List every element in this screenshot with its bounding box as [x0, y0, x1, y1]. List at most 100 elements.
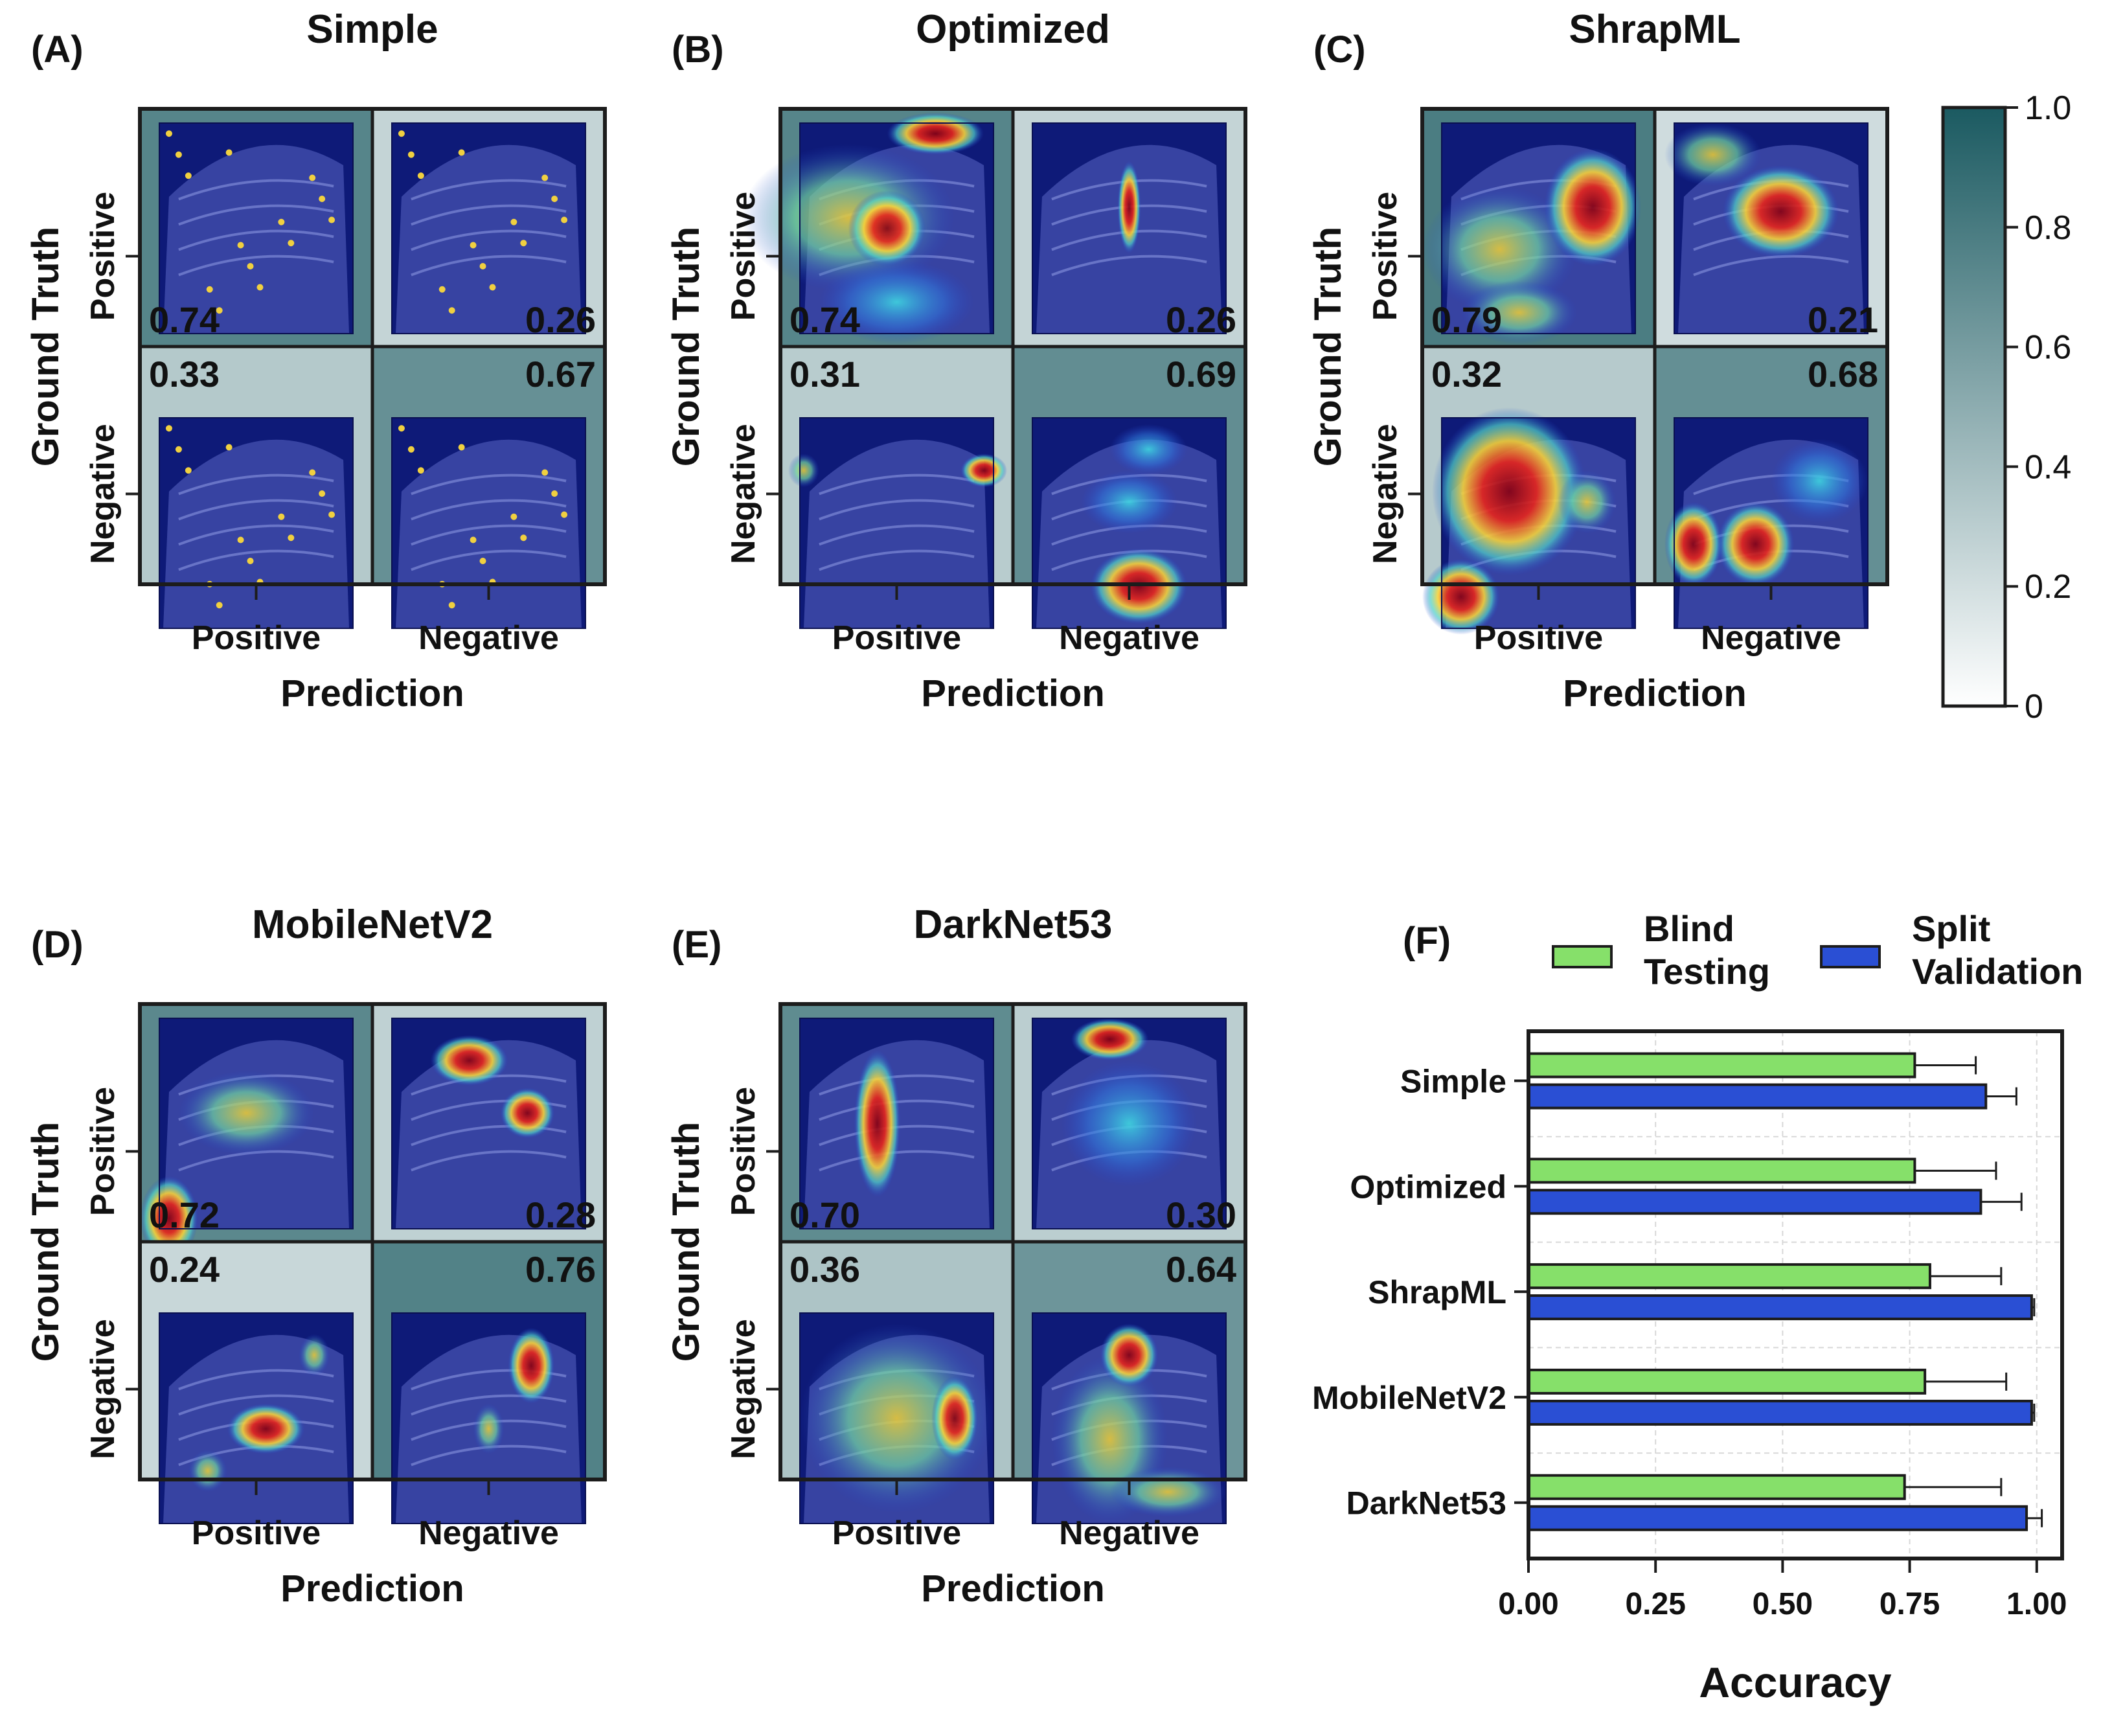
- tissue-line: [819, 549, 975, 571]
- y-axis-label: Ground Truth: [665, 1122, 707, 1362]
- activation-blob: [1109, 1467, 1227, 1518]
- activation-blob: [931, 1376, 979, 1461]
- activation-blob: [508, 1327, 555, 1404]
- tissue-line: [411, 474, 567, 496]
- activation-dot: [256, 284, 264, 291]
- activation-blob: [960, 453, 1007, 488]
- legend-label: Testing: [1644, 951, 1770, 992]
- x-axis-label: Prediction: [921, 672, 1105, 714]
- activation-dot: [309, 174, 316, 181]
- x-tick-label: Positive: [192, 1514, 321, 1552]
- activation-blob: [800, 1323, 994, 1513]
- x-tick-label: Negative: [418, 619, 559, 657]
- activation-blob: [788, 453, 819, 488]
- cell-value-label: 0.67: [525, 354, 596, 394]
- activation-blob: [1100, 1323, 1159, 1387]
- cell-value-label: 0.74: [149, 299, 220, 340]
- activation-dot: [165, 425, 172, 432]
- image-border: [1032, 1312, 1227, 1524]
- bar-blind-testing: [1527, 1263, 1931, 1290]
- image-border: [799, 417, 994, 629]
- activation-blob: [1460, 280, 1578, 345]
- panel-C-confusion-matrix: (C) ShrapML 0.79 0.21 0.32 0.68 Positive Negati…: [1307, 7, 1889, 714]
- activation-dot: [288, 240, 295, 247]
- x-tick-label: 1.00: [2006, 1587, 2067, 1621]
- image-border: [799, 1018, 994, 1229]
- activation-dot: [470, 536, 477, 543]
- activation-dot: [206, 286, 213, 293]
- y-tick-label: Positive: [725, 192, 762, 321]
- activation-dot: [185, 467, 192, 474]
- panel-E-confusion-matrix: (E) DarkNet53 0.70 0.30 0.36 0.64 Positive Nega…: [665, 902, 1247, 1610]
- x-tick-label: Negative: [1059, 1514, 1199, 1552]
- x-tick-label: 0.00: [1498, 1587, 1558, 1621]
- activation-blob: [140, 1176, 198, 1261]
- panel-title: DarkNet53: [914, 902, 1113, 947]
- activation-dot: [278, 218, 285, 225]
- panel-letter: (E): [672, 924, 721, 966]
- x-tick-label: Negative: [1059, 619, 1199, 657]
- tissue-line: [411, 229, 567, 251]
- colorbar-tick-label: 1.0: [2025, 89, 2071, 127]
- cell-value-label: 0.26: [525, 299, 596, 340]
- x-axis-label: Prediction: [921, 1568, 1105, 1610]
- tissue-line: [178, 524, 334, 546]
- activation-blob: [1422, 186, 1578, 313]
- ultrasound-heatmap-image: [159, 417, 354, 629]
- activation-dot: [551, 196, 558, 202]
- image-border: [159, 1018, 354, 1229]
- activation-dot: [470, 242, 477, 249]
- panel-B-confusion-matrix: (B) Optimized 0.74 0.26 0.31 0.69 Positive Nega…: [665, 7, 1247, 714]
- activation-blob: [1117, 161, 1141, 254]
- activation-dot: [328, 511, 335, 518]
- activation-dot: [510, 218, 517, 225]
- y-tick-label: Simple: [1400, 1064, 1506, 1100]
- activation-blob: [1071, 1018, 1149, 1060]
- cell-value-label: 0.28: [525, 1194, 596, 1235]
- panel-title: Optimized: [916, 7, 1110, 52]
- bar-blind-testing: [1527, 1158, 1916, 1184]
- panel-letter: (D): [31, 924, 84, 966]
- y-tick-label: Positive: [84, 1087, 122, 1216]
- bar-blind-testing: [1527, 1474, 1906, 1500]
- activation-dot: [561, 216, 568, 223]
- activation-dot: [225, 149, 233, 156]
- tissue-line: [178, 229, 334, 251]
- activation-blob: [473, 1403, 505, 1454]
- bar-split-validation: [1527, 1505, 2028, 1531]
- image-border: [1674, 417, 1868, 629]
- activation-dot: [479, 558, 486, 564]
- image-border: [799, 122, 994, 334]
- activation-dot: [458, 444, 465, 451]
- ultrasound-scan: [395, 1040, 582, 1229]
- activation-dot: [520, 534, 527, 542]
- colorbar-tick-label: 0.4: [2025, 448, 2071, 486]
- activation-dot: [541, 469, 549, 476]
- x-axis-label: Prediction: [280, 672, 464, 714]
- activation-blob: [1061, 1060, 1198, 1187]
- tissue-line: [411, 524, 567, 546]
- tissue-line: [178, 179, 334, 201]
- activation-dot: [237, 242, 244, 249]
- panel-A-confusion-matrix: (A) Simple 0.74 0.26 0.33 0.67 Positive Negativ…: [25, 7, 607, 714]
- ultrasound-heatmap-image: [391, 417, 586, 629]
- activation-blob: [1109, 424, 1188, 475]
- activation-blob: [178, 1071, 315, 1156]
- x-tick-label: Positive: [832, 619, 961, 657]
- tissue-line: [411, 499, 567, 521]
- tissue-line: [411, 1150, 567, 1172]
- panel-letter: (F): [1403, 920, 1451, 962]
- ultrasound-heatmap-image: [1032, 1018, 1227, 1229]
- image-border: [391, 1018, 586, 1229]
- activation-dot: [417, 172, 424, 179]
- activation-dot: [438, 286, 446, 293]
- activation-dot: [479, 263, 486, 269]
- bar-split-validation: [1527, 1399, 2033, 1426]
- cell-value-label: 0.79: [1431, 299, 1502, 340]
- ultrasound-heatmap-image: [1664, 417, 1868, 629]
- activation-dot: [448, 307, 455, 314]
- colorbar-tick-label: 0.6: [2025, 329, 2071, 367]
- tissue-line: [178, 1394, 334, 1416]
- ultrasound-heatmap-image: [391, 122, 586, 334]
